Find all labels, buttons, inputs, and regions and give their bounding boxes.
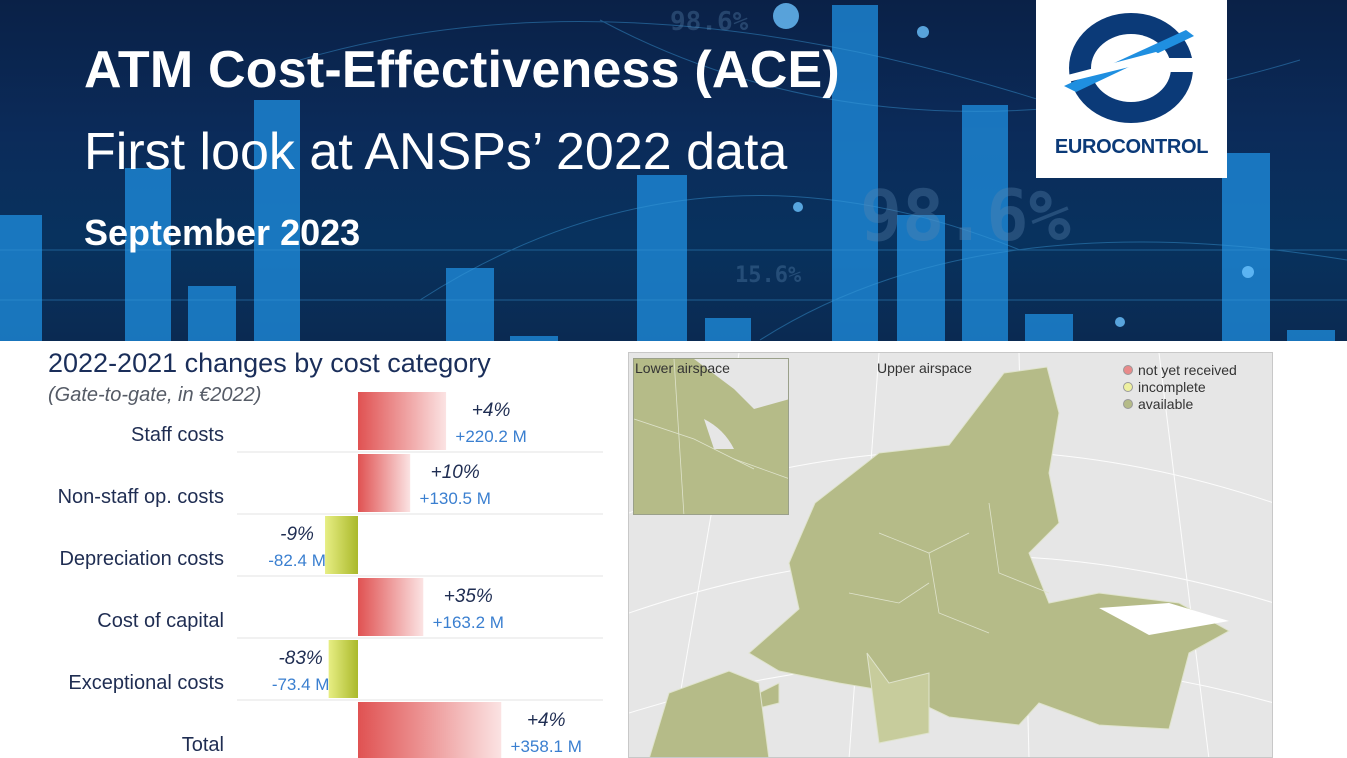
legend-label: not yet received <box>1138 361 1237 378</box>
category-label: Cost of capital <box>97 610 224 632</box>
map-graphic <box>629 353 1272 757</box>
legend-swatch <box>1123 398 1133 409</box>
inset-map-graphic <box>634 359 788 514</box>
category-label: Total <box>182 734 224 756</box>
header-banner: 98.6% 98.6% 15.6% ATM Cost-Effectiveness… <box>0 0 1347 341</box>
legend-label: available <box>1138 395 1194 412</box>
category-label: Exceptional costs <box>68 672 224 694</box>
value-label: -82.4 M <box>268 551 326 570</box>
bar-total <box>358 702 502 758</box>
pct-change-label: +4% <box>527 710 566 731</box>
chart-subtitle: (Gate-to-gate, in €2022) <box>48 384 262 406</box>
report-date: September 2023 <box>84 212 361 253</box>
cost-change-chart: Staff costs +4% +220.2 M Non-staff op. cost… <box>58 392 603 758</box>
svg-text:15.6%: 15.6% <box>735 263 802 288</box>
pct-change-label: +4% <box>472 400 511 421</box>
svg-text:98.6%: 98.6% <box>860 175 1071 257</box>
value-label: +220.2 M <box>455 427 526 446</box>
pct-change-label: +35% <box>444 586 493 607</box>
bar-non-staff-op-costs <box>358 454 411 512</box>
page-subtitle: First look at ANSPs’ 2022 data <box>84 123 788 181</box>
pct-change-label: +10% <box>431 462 480 483</box>
banner-background: 98.6% 98.6% 15.6% <box>0 3 1347 341</box>
value-label: +130.5 M <box>420 489 491 508</box>
eurocontrol-logo: EUROCONTROL <box>1036 0 1227 178</box>
bar-staff-costs <box>358 392 447 450</box>
legend-swatch <box>1123 381 1133 392</box>
category-label: Staff costs <box>131 424 224 446</box>
pct-change-label: -9% <box>280 524 314 545</box>
page-title: ATM Cost-Effectiveness (ACE) <box>84 41 840 99</box>
svg-text:98.6%: 98.6% <box>670 7 749 37</box>
pct-change-label: -83% <box>278 648 322 669</box>
logo-wordmark: EUROCONTROL <box>1054 136 1209 158</box>
lower-airspace-inset <box>633 358 789 515</box>
value-label: -73.4 M <box>272 675 330 694</box>
legend-swatch <box>1123 364 1133 375</box>
legend-label: incomplete <box>1138 378 1206 395</box>
eurocontrol-emblem-icon <box>1056 13 1201 123</box>
legend-item-not-received: not yet received <box>1123 361 1237 378</box>
legend-item-incomplete: incomplete <box>1123 378 1237 395</box>
map-legend: not yet received incomplete available <box>1123 361 1237 412</box>
chart-title: 2022-2021 changes by cost category <box>48 348 491 378</box>
value-label: +163.2 M <box>433 613 504 632</box>
bar-exceptional-costs <box>328 640 358 698</box>
value-label: +358.1 M <box>511 737 582 756</box>
europe-map: Lower airspace Upper airspace not yet re… <box>628 352 1273 758</box>
bar-depreciation-costs <box>325 516 358 574</box>
upper-airspace-label: Upper airspace <box>877 360 972 376</box>
legend-item-available: available <box>1123 395 1237 412</box>
category-label: Non-staff op. costs <box>58 486 224 508</box>
bar-cost-of-capital <box>358 578 424 636</box>
lower-airspace-label: Lower airspace <box>635 360 730 376</box>
category-label: Depreciation costs <box>59 548 224 570</box>
